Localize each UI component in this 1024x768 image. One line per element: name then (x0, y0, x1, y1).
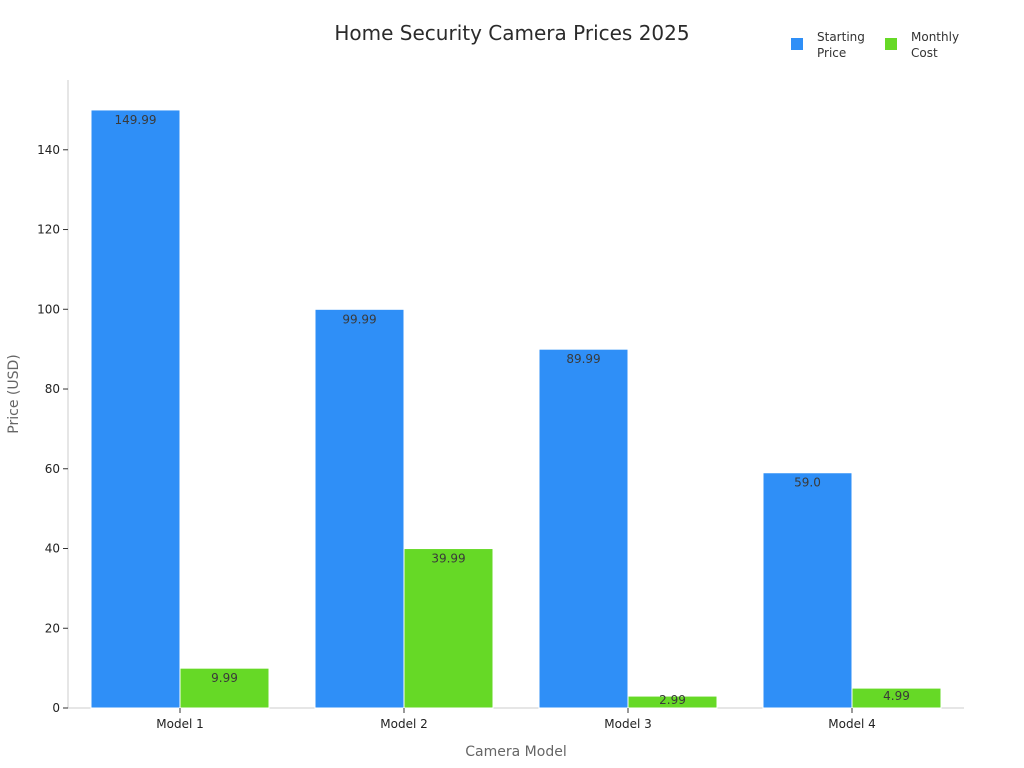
data-label: 59.0 (794, 476, 821, 490)
data-label: 4.99 (883, 689, 910, 703)
bar (627, 695, 718, 709)
y-tick-label: 140 (37, 143, 60, 157)
y-tick-label: 40 (45, 542, 60, 556)
bar (762, 472, 853, 709)
data-label: 39.99 (431, 552, 465, 566)
data-label: 9.99 (211, 671, 238, 685)
data-label: 149.99 (115, 113, 157, 127)
bar (403, 548, 494, 709)
data-label: 89.99 (566, 352, 600, 366)
x-axis-label: Camera Model (465, 744, 566, 760)
x-tick-label: Model 2 (380, 717, 427, 731)
y-tick-label: 20 (45, 621, 60, 635)
data-label: 99.99 (342, 312, 376, 326)
y-tick-label: 0 (52, 701, 60, 715)
plot-area: 0 20 40 60 80 100 120 140 149.99 9.99 Model 1 99.99… (37, 80, 964, 731)
y-tick-label: 60 (45, 462, 60, 476)
legend-swatch (791, 38, 803, 50)
y-axis-label: Price (USD) (6, 354, 22, 433)
x-tick-label: Model 4 (828, 717, 875, 731)
chart-title: Home Security Camera Prices 2025 (334, 21, 689, 45)
bar (179, 667, 270, 709)
y-tick-label: 100 (37, 302, 60, 316)
legend-swatch (885, 38, 897, 50)
legend-label: Monthly Cost (911, 30, 959, 60)
bar (314, 308, 405, 709)
bar (538, 348, 629, 709)
y-tick-label: 80 (45, 382, 60, 396)
x-tick-label: Model 1 (156, 717, 203, 731)
data-label: 2.99 (659, 693, 686, 707)
legend-label: Starting Price (817, 30, 865, 60)
bar (90, 109, 181, 709)
x-tick-label: Model 3 (604, 717, 651, 731)
legend: Starting Price Monthly Cost (791, 30, 959, 60)
bar (851, 687, 942, 709)
y-tick-label: 120 (37, 223, 60, 237)
